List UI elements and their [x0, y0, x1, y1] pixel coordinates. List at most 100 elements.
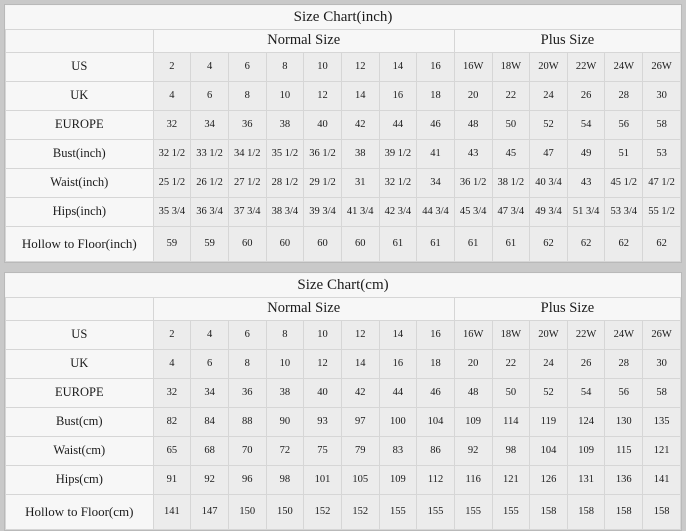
cell-us-8: 16W — [453, 52, 493, 82]
cell-bust-inch-3: 35 1/2 — [265, 139, 305, 169]
cell-us-0: 2 — [152, 52, 192, 82]
cell-hips-inch-12: 53 3/4 — [604, 197, 644, 227]
cell-uk-13: 30 — [642, 81, 681, 111]
table-title-row: Size Chart(inch) — [5, 5, 681, 30]
cell-bust-inch-12: 51 — [604, 139, 644, 169]
cell-europe-12: 56 — [604, 110, 644, 140]
cell-uk-cm-4: 12 — [303, 349, 342, 379]
cell-uk-cm-7: 18 — [416, 349, 455, 379]
cell-waist-inch-10: 40 3/4 — [529, 168, 568, 198]
cell-bust-inch-1: 33 1/2 — [190, 139, 229, 169]
cell-waist-cm-0: 65 — [152, 436, 192, 466]
cell-uk-0: 4 — [152, 81, 192, 111]
cell-hips-cm-12: 136 — [604, 465, 644, 495]
cell-us-13: 26W — [642, 52, 681, 82]
cell-hollow-cm-3: 150 — [265, 494, 305, 530]
cell-europe-9: 50 — [491, 110, 531, 140]
cell-us-6: 14 — [378, 52, 418, 82]
cell-hips-cm-5: 105 — [340, 465, 380, 495]
cell-bust-inch-5: 38 — [340, 139, 380, 169]
cell-europe-4: 40 — [303, 110, 342, 140]
table-row: EUROPE 32 34 36 38 40 42 44 46 48 50 52 … — [5, 110, 681, 140]
cell-uk-8: 20 — [453, 81, 493, 111]
cell-waist-inch-11: 43 — [566, 168, 606, 198]
cell-hollow-cm-6: 155 — [378, 494, 418, 530]
cell-hips-inch-8: 45 3/4 — [453, 197, 493, 227]
row-label-bust-inch: Bust(inch) — [5, 139, 154, 169]
cell-europe-cm-2: 36 — [227, 378, 267, 408]
cell-hollow-inch-12: 62 — [604, 226, 644, 262]
cell-hollow-cm-2: 150 — [227, 494, 267, 530]
cell-us-cm-6: 14 — [378, 320, 418, 350]
cell-uk-7: 18 — [416, 81, 455, 111]
cell-europe-13: 58 — [642, 110, 681, 140]
cell-hips-cm-4: 101 — [303, 465, 342, 495]
cell-hips-inch-6: 42 3/4 — [378, 197, 418, 227]
table-row: Waist(inch) 25 1/2 26 1/2 27 1/2 28 1/2 … — [5, 168, 681, 198]
cell-bust-inch-4: 36 1/2 — [303, 139, 342, 169]
cell-hollow-inch-3: 60 — [265, 226, 305, 262]
cell-bust-cm-3: 90 — [265, 407, 305, 437]
cell-waist-cm-11: 109 — [566, 436, 606, 466]
cell-us-cm-12: 24W — [604, 320, 644, 350]
table-row: Hips(inch) 35 3/4 36 3/4 37 3/4 38 3/4 3… — [5, 197, 681, 227]
cell-waist-inch-1: 26 1/2 — [190, 168, 229, 198]
table-row: UK 4 6 8 10 12 14 16 18 20 22 24 26 28 3… — [5, 349, 681, 379]
cell-europe-cm-11: 54 — [566, 378, 606, 408]
row-label-hollow-to-floor-inch: Hollow to Floor(inch) — [5, 226, 154, 262]
table-row: Waist(cm) 65 68 70 72 75 79 83 86 92 98 … — [5, 436, 681, 466]
table-row: UK 4 6 8 10 12 14 16 18 20 22 24 26 28 3… — [5, 81, 681, 111]
row-label-uk-cm: UK — [5, 349, 154, 379]
cell-bust-cm-5: 97 — [340, 407, 380, 437]
cell-waist-cm-12: 115 — [604, 436, 644, 466]
group-header-corner — [5, 29, 154, 53]
cell-uk-cm-8: 20 — [453, 349, 493, 379]
cell-bust-inch-11: 49 — [566, 139, 606, 169]
cell-hips-cm-2: 96 — [227, 465, 267, 495]
cell-us-5: 12 — [340, 52, 380, 82]
table-row: EUROPE 32 34 36 38 40 42 44 46 48 50 52 … — [5, 378, 681, 408]
cell-waist-inch-13: 47 1/2 — [642, 168, 681, 198]
cell-us-cm-13: 26W — [642, 320, 681, 350]
cell-europe-cm-0: 32 — [152, 378, 192, 408]
cell-us-2: 6 — [227, 52, 267, 82]
cell-waist-inch-6: 32 1/2 — [378, 168, 418, 198]
cell-hips-inch-5: 41 3/4 — [340, 197, 380, 227]
cell-europe-cm-10: 52 — [529, 378, 568, 408]
cell-hollow-cm-10: 158 — [529, 494, 568, 530]
cell-us-7: 16 — [416, 52, 455, 82]
cell-hollow-cm-0: 141 — [152, 494, 192, 530]
cell-us-12: 24W — [604, 52, 644, 82]
cell-waist-inch-9: 38 1/2 — [491, 168, 531, 198]
cell-us-cm-7: 16 — [416, 320, 455, 350]
cell-europe-3: 38 — [265, 110, 305, 140]
cell-bust-cm-13: 135 — [642, 407, 681, 437]
cell-hips-inch-3: 38 3/4 — [265, 197, 305, 227]
cell-uk-cm-2: 8 — [227, 349, 267, 379]
cell-bust-cm-11: 124 — [566, 407, 606, 437]
group-header-normal-size-cm: Normal Size — [152, 297, 455, 321]
cell-hips-inch-11: 51 3/4 — [566, 197, 606, 227]
cell-bust-inch-8: 43 — [453, 139, 493, 169]
cell-hips-inch-0: 35 3/4 — [152, 197, 192, 227]
cell-europe-cm-9: 50 — [491, 378, 531, 408]
cell-hollow-cm-7: 155 — [416, 494, 455, 530]
table-row: Bust(cm) 82 84 88 90 93 97 100 104 109 1… — [5, 407, 681, 437]
cell-hips-inch-10: 49 3/4 — [529, 197, 568, 227]
cell-hollow-cm-5: 152 — [340, 494, 380, 530]
cell-hollow-inch-10: 62 — [529, 226, 568, 262]
cell-us-9: 18W — [491, 52, 531, 82]
cell-hollow-inch-13: 62 — [642, 226, 681, 262]
cell-us-10: 20W — [529, 52, 568, 82]
cell-us-cm-3: 8 — [265, 320, 305, 350]
cell-europe-cm-7: 46 — [416, 378, 455, 408]
cell-hollow-cm-8: 155 — [453, 494, 493, 530]
cell-uk-9: 22 — [491, 81, 531, 111]
cell-waist-inch-0: 25 1/2 — [152, 168, 192, 198]
cell-us-cm-5: 12 — [340, 320, 380, 350]
cell-hollow-inch-8: 61 — [453, 226, 493, 262]
page-title-cm: Size Chart(cm) — [5, 273, 681, 298]
group-header-normal-size: Normal Size — [152, 29, 455, 53]
cell-hips-cm-7: 112 — [416, 465, 455, 495]
